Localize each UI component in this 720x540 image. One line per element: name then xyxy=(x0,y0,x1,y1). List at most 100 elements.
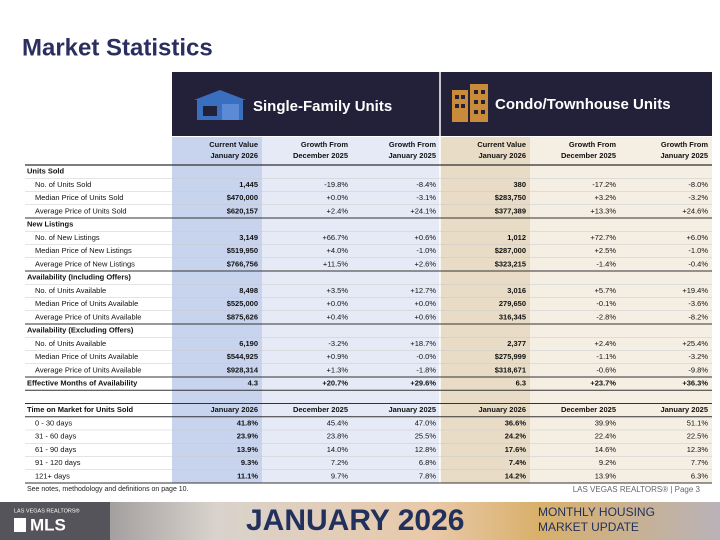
banner-month: JANUARY 2026 xyxy=(246,504,464,537)
cell: 22.4% xyxy=(595,432,617,441)
cell: 9.3% xyxy=(241,458,258,467)
cell: 6,190 xyxy=(239,339,258,348)
cell: 9.2% xyxy=(599,458,616,467)
cell: $544,925 xyxy=(227,352,258,361)
cell: $377,389 xyxy=(495,206,526,215)
cell: -1.8% xyxy=(416,365,436,374)
cell: 1,445 xyxy=(239,180,258,189)
column-header: Growth From xyxy=(301,140,348,149)
cell: 24.2% xyxy=(505,432,527,441)
cell: 12.3% xyxy=(687,445,709,454)
column-header: Current Value xyxy=(209,140,258,149)
cell: 25.5% xyxy=(415,432,437,441)
cell: 39.9% xyxy=(595,418,617,427)
row-label: Average Price of Units Sold xyxy=(35,206,127,215)
cell: $323,215 xyxy=(495,259,526,268)
cell: +66.7% xyxy=(322,233,348,242)
cell: 14.6% xyxy=(595,445,617,454)
cell: 22.5% xyxy=(687,432,709,441)
section-title: Availability (Including Offers) xyxy=(27,273,131,282)
row-label: 0 - 30 days xyxy=(35,418,72,427)
cell: +0.0% xyxy=(415,299,437,308)
cell: +6.0% xyxy=(687,233,709,242)
cell: +5.7% xyxy=(595,286,617,295)
column-fill xyxy=(352,137,440,483)
cell: +4.0% xyxy=(327,246,349,255)
row-label: 61 - 90 days xyxy=(35,445,77,454)
cell: 279,650 xyxy=(499,299,526,308)
logo-text: MLS xyxy=(30,515,66,534)
column-header: December 2025 xyxy=(293,405,348,414)
column-header: January 2026 xyxy=(210,405,258,414)
column-fill xyxy=(530,137,620,483)
cell: +2.6% xyxy=(415,259,437,268)
column-header: January 2026 xyxy=(210,151,258,160)
cell: +19.4% xyxy=(682,286,708,295)
cell: -3.2% xyxy=(688,352,708,361)
cell: 6.3% xyxy=(691,471,708,480)
row-label-bold: Effective Months of Availability xyxy=(27,379,138,388)
cell: -0.6% xyxy=(596,365,616,374)
cell: +36.3% xyxy=(682,379,708,388)
cell: -1.0% xyxy=(416,246,436,255)
cell: 23.8% xyxy=(327,432,349,441)
cell: 7.8% xyxy=(419,471,436,480)
cell: +0.0% xyxy=(327,299,349,308)
cell: $275,999 xyxy=(495,352,526,361)
cell: 45.4% xyxy=(327,418,349,427)
cell: 41.8% xyxy=(237,418,259,427)
cell: $928,314 xyxy=(227,365,259,374)
column-header: Growth From xyxy=(389,140,436,149)
cell: 3,149 xyxy=(239,233,258,242)
cell: 316,345 xyxy=(499,312,526,321)
cell: $766,756 xyxy=(227,259,258,268)
row-label: Average Price of Units Available xyxy=(35,312,141,321)
row-label: Median Price of New Listings xyxy=(35,246,132,255)
section-title: New Listings xyxy=(27,220,73,229)
cell: +18.7% xyxy=(410,339,436,348)
cell: +29.6% xyxy=(410,379,436,388)
cell: +72.7% xyxy=(590,233,616,242)
cell: $525,000 xyxy=(227,299,258,308)
cell: +0.4% xyxy=(327,312,349,321)
column-header: January 2025 xyxy=(388,151,436,160)
cell: 3,016 xyxy=(507,286,526,295)
cell: -1.0% xyxy=(688,246,708,255)
cell: 7.7% xyxy=(691,458,708,467)
cell: +24.1% xyxy=(410,206,436,215)
cell: +3.5% xyxy=(327,286,349,295)
cell: -8.4% xyxy=(416,180,436,189)
banner-line: MONTHLY HOUSING xyxy=(538,505,655,519)
cell: +23.7% xyxy=(590,379,616,388)
cell: $519,950 xyxy=(227,246,258,255)
cell: +2.4% xyxy=(327,206,349,215)
cell: +3.2% xyxy=(595,193,617,202)
column-header: January 2026 xyxy=(478,405,526,414)
cell: +20.7% xyxy=(322,379,348,388)
cell: 11.1% xyxy=(237,471,258,480)
row-label: 31 - 60 days xyxy=(35,432,77,441)
row-label: No. of Units Available xyxy=(35,339,106,348)
cell: +0.6% xyxy=(415,233,437,242)
cell: +24.6% xyxy=(682,206,708,215)
cell: 17.6% xyxy=(505,445,527,454)
cell: +0.0% xyxy=(327,193,349,202)
cell: 13.9% xyxy=(595,471,617,480)
cell: 14.2% xyxy=(505,471,527,480)
section-title: Units Sold xyxy=(27,167,65,176)
cell: $283,750 xyxy=(495,193,526,202)
cell: -9.8% xyxy=(688,365,708,374)
cell: -8.2% xyxy=(688,312,708,321)
cell: -0.1% xyxy=(596,299,616,308)
cell: -1.1% xyxy=(596,352,616,361)
cell: -3.1% xyxy=(416,193,436,202)
row-label: No. of Units Sold xyxy=(35,180,91,189)
cell: -2.8% xyxy=(596,312,616,321)
group-title: Condo/Townhouse Units xyxy=(495,96,671,113)
cell: +25.4% xyxy=(682,339,708,348)
cell: -8.0% xyxy=(688,180,708,189)
column-header: Current Value xyxy=(477,140,526,149)
column-fill xyxy=(172,137,262,483)
cell: 7.4% xyxy=(509,458,526,467)
